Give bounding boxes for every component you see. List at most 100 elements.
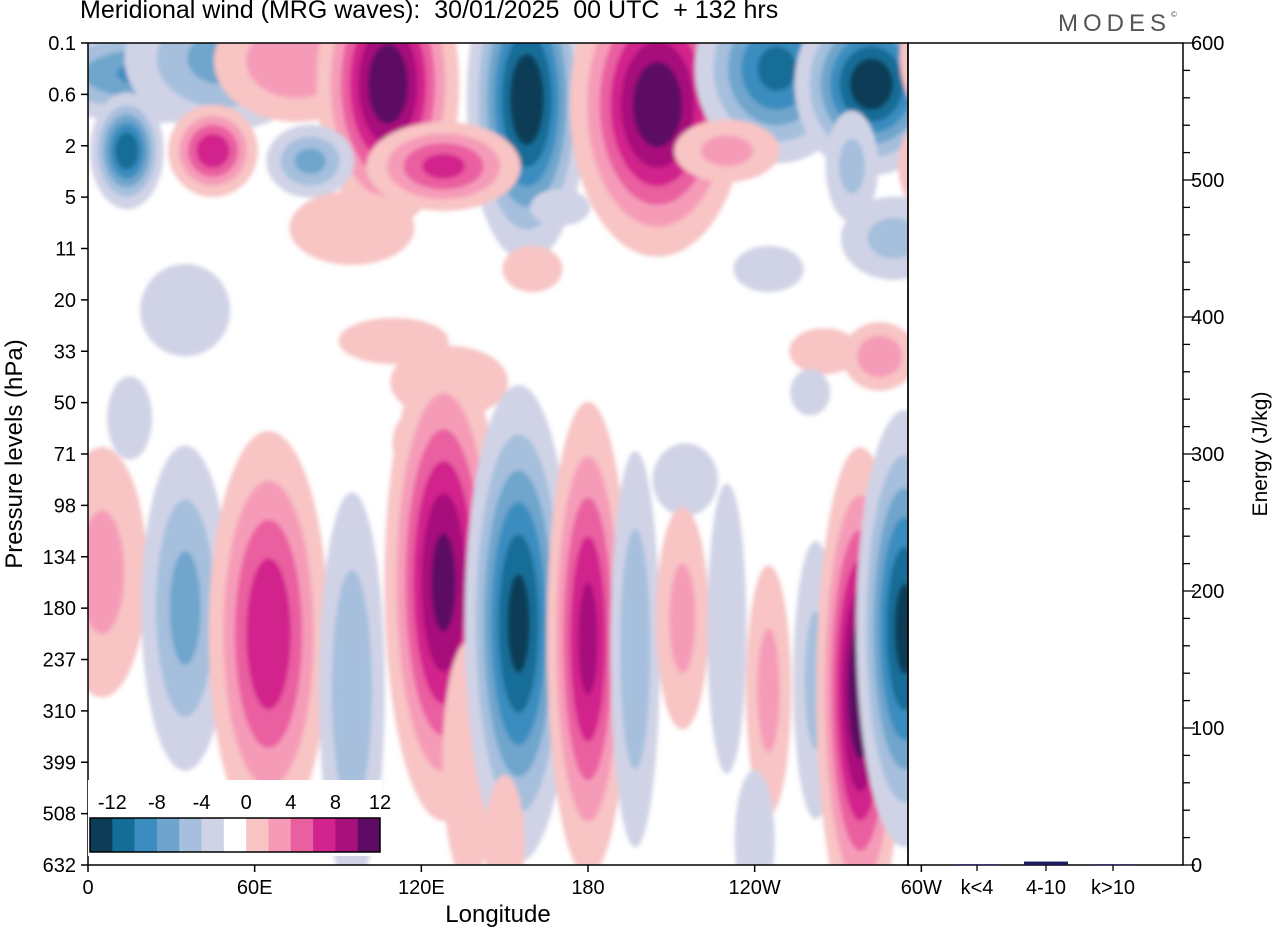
contour-blob xyxy=(924,10,1002,107)
contour-blob xyxy=(918,143,952,190)
contour-blob xyxy=(958,520,978,594)
contour-blob xyxy=(246,558,291,710)
contour-blob xyxy=(331,570,372,811)
contour-blob xyxy=(530,188,591,226)
logo-text: MODES xyxy=(1058,10,1172,37)
y-tick-label: 134 xyxy=(43,547,76,569)
colorbar-swatch xyxy=(201,818,225,852)
contour-blob xyxy=(789,328,860,375)
x-tick-label: 120W xyxy=(729,877,781,899)
y-tick-label: 508 xyxy=(43,804,76,826)
y-tick-label: 0.6 xyxy=(48,84,76,106)
energy-panel-frame xyxy=(907,42,1184,866)
contour-blob xyxy=(507,574,530,673)
y-tick-label: 0.1 xyxy=(48,33,76,55)
chart-title: Meridional wind (MRG waves): 30/01/2025 … xyxy=(80,0,779,24)
y-tick-label: 20 xyxy=(54,290,76,312)
colorbar-label: 0 xyxy=(241,792,252,814)
colorbar-swatch xyxy=(268,818,292,852)
y-tick-label: 5 xyxy=(65,187,76,209)
colorbar-swatch xyxy=(134,818,158,852)
energy-tick-label: 0 xyxy=(1191,855,1202,877)
y-tick-label: 98 xyxy=(54,495,76,517)
contour-blob xyxy=(867,217,908,259)
energy-tick-label: 300 xyxy=(1191,444,1224,466)
energy-tick-label: 200 xyxy=(1191,581,1224,603)
colorbar-swatch xyxy=(90,818,113,852)
colorbar-label: -4 xyxy=(193,792,211,814)
colorbar-frame xyxy=(89,817,381,853)
colorbar-swatch xyxy=(112,818,135,852)
contour-blob xyxy=(909,130,961,203)
colorbar-label: -12 xyxy=(98,792,127,814)
contour-blob xyxy=(632,61,683,148)
energy-axis-label: Energy (J/kg) xyxy=(1249,392,1272,517)
contour-blob xyxy=(838,138,865,194)
y-axis-label: Pressure levels (hPa) xyxy=(1,339,28,568)
colorbar-swatch xyxy=(179,818,202,852)
energy-tick-label: 400 xyxy=(1191,307,1224,329)
colorbar-label: 12 xyxy=(369,792,391,814)
contour-layers xyxy=(88,0,1013,865)
contour-blob xyxy=(509,53,544,146)
contour-blob xyxy=(502,245,563,293)
energy-axis: 0 100 200 300 400 500 600 xyxy=(1183,33,1224,877)
contour-blob xyxy=(757,46,797,92)
y-tick-label: 11 xyxy=(55,239,76,261)
energy-tick-label: 500 xyxy=(1191,170,1224,192)
contour-blob xyxy=(484,775,525,865)
contour-blob xyxy=(140,263,231,357)
y-tick-label: 237 xyxy=(43,650,76,672)
colorbar-swatch xyxy=(156,818,180,852)
contour-blob xyxy=(757,628,780,753)
contour-blob xyxy=(289,190,415,265)
colorbar-label: 8 xyxy=(330,792,341,814)
x-tick-label: 60W xyxy=(901,877,942,899)
energy-category-label: 4-10 xyxy=(1026,877,1066,899)
contour-blob xyxy=(899,43,908,97)
contour-blob xyxy=(790,369,831,416)
x-tick-label: 0 xyxy=(82,877,93,899)
y-tick-label: 310 xyxy=(43,701,76,723)
contour-blob xyxy=(933,21,993,95)
y-tick-label: 71 xyxy=(54,444,76,466)
energy-category-label: k>10 xyxy=(1091,877,1135,899)
energy-bar xyxy=(1091,864,1135,866)
energy-bars: k<4 4-10 k>10 xyxy=(955,861,1135,899)
contour-blob xyxy=(578,582,598,696)
energy-bar xyxy=(1024,861,1068,865)
contour-blob xyxy=(652,443,718,516)
x-tick-label: 60E xyxy=(237,877,273,899)
x-tick-label: 120E xyxy=(398,877,445,899)
contour-blob xyxy=(669,563,696,674)
contour-blob xyxy=(949,484,988,629)
energy-tick-label: 100 xyxy=(1191,718,1224,740)
contour-blob xyxy=(431,533,456,632)
y-tick-label: 2 xyxy=(65,136,76,158)
colorbar-legend: -12 -8 -4 0 4 8 12 xyxy=(88,780,391,856)
contour-blob xyxy=(936,581,969,799)
colorbar-label: 4 xyxy=(285,792,296,814)
modes-logo: MODES© xyxy=(1058,10,1177,38)
energy-category-label: k<4 xyxy=(961,877,994,899)
colorbar-swatch xyxy=(223,818,247,852)
contour-blob xyxy=(700,135,753,167)
colorbar-swatch xyxy=(357,818,381,852)
contour-blob xyxy=(707,483,747,774)
contour-blob xyxy=(115,132,139,170)
contour-blob xyxy=(367,44,409,125)
contour-blob xyxy=(914,0,1013,119)
colorbar-swatch xyxy=(335,818,358,852)
contour-blob xyxy=(88,510,125,634)
contour-blob xyxy=(294,148,326,174)
energy-tick-label: 600 xyxy=(1191,33,1224,55)
energy-bar xyxy=(955,864,999,866)
contour-blob xyxy=(421,153,466,179)
contour-blob xyxy=(954,501,984,612)
colorbar-label: -8 xyxy=(148,792,166,814)
contour-blob xyxy=(107,376,153,460)
colorbar-swatch xyxy=(290,818,314,852)
contour-blob xyxy=(733,245,804,293)
x-axis-label: Longitude xyxy=(445,901,550,928)
